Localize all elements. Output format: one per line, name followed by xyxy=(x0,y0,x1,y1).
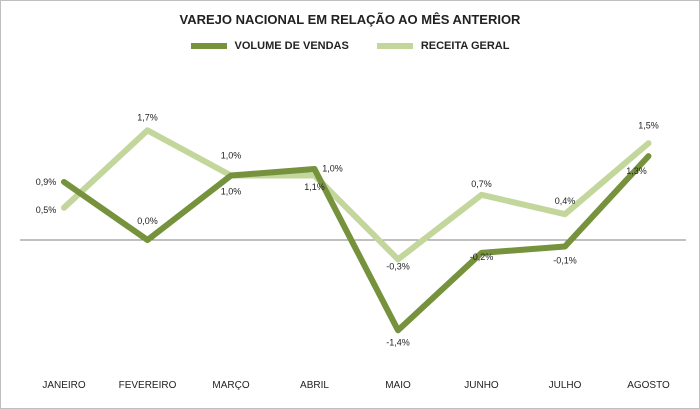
x-tick-label-6: JULHO xyxy=(549,380,582,391)
x-tick-label-3: ABRIL xyxy=(300,380,329,391)
legend-swatch-volume xyxy=(190,43,227,49)
data-label-receita-1: 1,7% xyxy=(137,112,158,122)
chart-title: VAREJO NACIONAL EM RELAÇÃO AO MÊS ANTERI… xyxy=(179,12,521,27)
data-label-volume-6: -0,1% xyxy=(553,255,577,265)
data-label-receita-4: -0,3% xyxy=(386,261,410,271)
data-label-receita-6: 0,4% xyxy=(555,196,576,206)
data-label-receita-5: 0,7% xyxy=(471,179,492,189)
x-tick-label-0: JANEIRO xyxy=(42,380,86,391)
chart-legend: VOLUME DE VENDAS RECEITA GERAL xyxy=(0,40,700,52)
legend-item-receita: RECEITA GERAL xyxy=(376,40,510,52)
data-label-volume-3: 1,1% xyxy=(304,182,325,192)
series-line-receita xyxy=(61,127,652,263)
data-label-volume-0: 0,9% xyxy=(36,177,57,187)
x-tick-label-5: JUNHO xyxy=(464,380,499,391)
data-label-receita-7: 1,5% xyxy=(638,120,659,130)
x-tick-label-7: AGOSTO xyxy=(627,380,670,391)
data-label-receita-3: 1,0% xyxy=(322,164,343,174)
legend-item-volume: VOLUME DE VENDAS xyxy=(190,40,349,52)
x-tick-label-4: MAIO xyxy=(385,380,411,391)
x-tick-label-2: MARÇO xyxy=(212,380,249,391)
x-tick-label-1: FEVEREIRO xyxy=(119,380,177,391)
data-label-receita-0: 0,5% xyxy=(36,205,57,215)
data-label-volume-7: 1,3% xyxy=(626,166,647,176)
data-label-volume-5: -0,2% xyxy=(470,252,494,262)
legend-label-volume: VOLUME DE VENDAS xyxy=(234,40,349,52)
legend-label-receita: RECEITA GERAL xyxy=(420,40,510,52)
legend-swatch-receita xyxy=(376,43,413,49)
data-label-volume-4: -1,4% xyxy=(386,337,410,347)
series-line-volume xyxy=(61,153,652,334)
data-label-volume-1: 0,0% xyxy=(137,216,158,226)
data-label-volume-2: 1,0% xyxy=(221,187,242,197)
data-label-receita-2: 1,0% xyxy=(221,151,242,161)
